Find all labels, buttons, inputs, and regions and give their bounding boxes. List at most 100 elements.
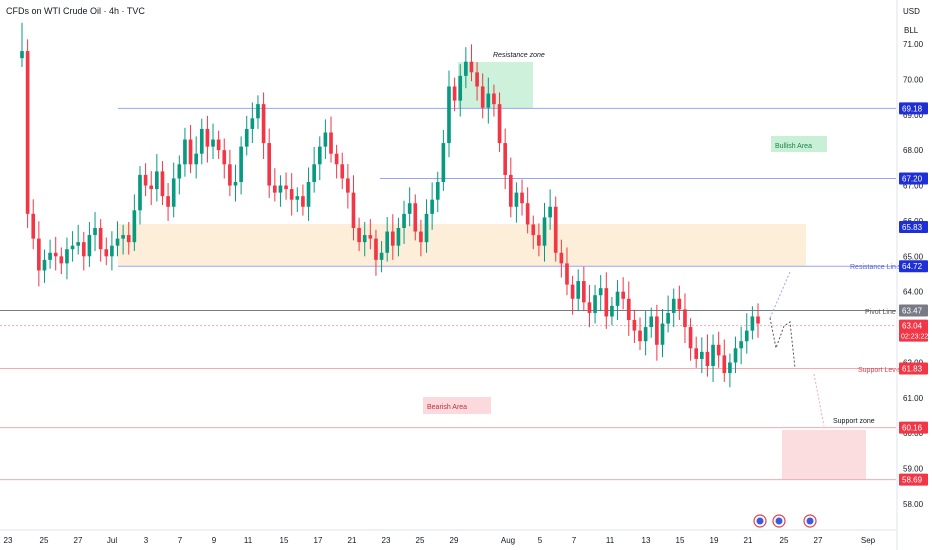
- candle: [25, 39, 30, 228]
- candle-body: [553, 206, 558, 253]
- candle: [59, 247, 64, 274]
- candle-body: [469, 61, 474, 73]
- time-tick-label: 9: [212, 536, 217, 545]
- candle: [508, 157, 513, 218]
- candle: [458, 64, 463, 117]
- candle-body: [649, 316, 654, 328]
- candle: [525, 187, 530, 234]
- candle-body: [520, 192, 524, 204]
- candle: [256, 95, 260, 129]
- candle-body: [492, 93, 496, 105]
- candle: [688, 318, 693, 361]
- candle-body: [593, 295, 597, 313]
- candle-body: [615, 291, 620, 306]
- candle: [413, 194, 418, 241]
- candle: [272, 168, 277, 202]
- price-tick-label: 65.00: [903, 252, 924, 261]
- candle: [199, 118, 204, 165]
- candle-body: [396, 228, 401, 246]
- currency-label: USD: [903, 7, 920, 16]
- candle-body: [671, 298, 676, 313]
- candle-body: [756, 316, 760, 324]
- candle-body: [508, 174, 513, 207]
- candle-body: [610, 305, 614, 317]
- candle-body: [87, 235, 92, 257]
- candle-body: [351, 192, 356, 228]
- candle-body: [722, 355, 727, 374]
- candle: [492, 84, 496, 117]
- candle-body: [441, 143, 446, 182]
- time-tick-label: Aug: [501, 536, 515, 545]
- candle: [211, 123, 215, 159]
- candle-body: [576, 281, 581, 299]
- candle: [497, 92, 502, 152]
- time-tick-label: 23: [382, 536, 391, 545]
- candle: [289, 173, 294, 216]
- price-tag-countdown: 02:23:22: [901, 334, 928, 341]
- candle: [587, 284, 592, 328]
- candle: [407, 187, 412, 227]
- candle-body: [98, 228, 103, 250]
- candle-body: [284, 185, 288, 190]
- candle-body: [256, 104, 260, 119]
- candle-body: [183, 139, 187, 165]
- time-axis[interactable]: 23 25 27 Jul 3 7 9 11 15 17 21 23 25 29 Aug 5 7 11 13 15 19 2…: [0, 529, 896, 545]
- candle: [87, 221, 92, 267]
- time-tick-label: 7: [572, 536, 577, 545]
- candle: [301, 184, 305, 216]
- candle-body: [413, 203, 418, 232]
- price-tag-value: 63.04: [902, 322, 923, 331]
- candle-body: [458, 75, 463, 101]
- candle-body: [323, 132, 328, 147]
- candle: [660, 309, 665, 358]
- candle: [110, 231, 114, 271]
- time-tick-label: 11: [244, 536, 253, 545]
- candle-body: [301, 196, 305, 207]
- candle-body: [407, 203, 412, 214]
- candle-body: [497, 104, 502, 144]
- price-tags: 69.18 67.20 65.83 64.72 63.47 63.04 02:23:22 61…: [899, 102, 928, 486]
- candle: [334, 144, 339, 179]
- candle-body: [688, 327, 693, 349]
- candle: [183, 127, 187, 177]
- candle: [435, 171, 440, 213]
- candle: [750, 306, 755, 340]
- price-axis[interactable]: USDBLL71.0070.0069.0068.0067.0066.0065.0…: [896, 0, 924, 550]
- candle-body: [216, 139, 221, 151]
- candle-body: [419, 231, 423, 243]
- price-tick-label: 58.00: [903, 500, 924, 509]
- candle-body: [733, 348, 738, 363]
- candle-body: [312, 164, 316, 182]
- levels-layer: [0, 107, 896, 481]
- annotations-layer: Resistance zone Bullish Area Bearish Area R…: [423, 52, 902, 528]
- candle: [469, 44, 474, 82]
- candle: [638, 317, 642, 351]
- candle: [31, 199, 36, 250]
- candle: [447, 70, 451, 158]
- candle: [194, 136, 198, 179]
- candle-body: [655, 316, 659, 345]
- candle-body: [626, 298, 631, 320]
- demand-zone: [118, 224, 806, 266]
- candle: [37, 221, 41, 287]
- time-tick-label: 27: [814, 536, 823, 545]
- candle: [728, 353, 732, 388]
- price-tag: [899, 102, 928, 115]
- candle: [160, 161, 165, 205]
- candle: [81, 231, 86, 271]
- candle: [671, 288, 676, 328]
- candle-body: [65, 249, 69, 264]
- price-tag-value: 61.83: [902, 364, 923, 373]
- time-tick-label: 15: [280, 536, 289, 545]
- candle-body: [121, 235, 125, 239]
- candle-body: [357, 228, 361, 243]
- candle: [655, 304, 659, 361]
- candle-body: [570, 284, 575, 299]
- time-tick-label: 7: [178, 536, 183, 545]
- time-tick-label: 27: [74, 536, 83, 545]
- candle-body: [93, 228, 97, 236]
- candle: [576, 269, 581, 312]
- candle-body: [475, 72, 479, 87]
- candle-body: [632, 320, 637, 331]
